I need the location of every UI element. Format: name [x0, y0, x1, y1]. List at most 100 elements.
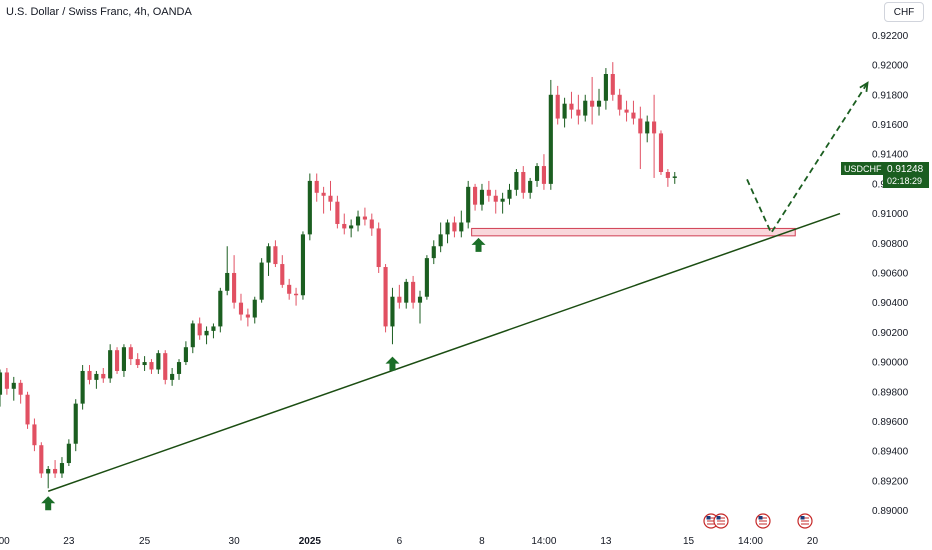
- candle-body: [376, 228, 381, 268]
- candle: [624, 100, 629, 122]
- candle-body: [631, 112, 636, 119]
- badge-price: 0.91248: [887, 164, 924, 175]
- candle: [87, 365, 92, 385]
- candle-body: [46, 468, 51, 474]
- candle-body: [342, 223, 347, 229]
- price-tick-label: 0.89400: [872, 447, 909, 458]
- price-tick-label: 0.90200: [872, 328, 909, 339]
- candle-body: [665, 172, 670, 178]
- candle-body: [183, 347, 188, 363]
- candle-body: [0, 372, 3, 395]
- event-canton: [716, 516, 721, 520]
- candle-body: [438, 234, 443, 247]
- candle: [390, 287, 395, 345]
- economic-events[interactable]: [703, 513, 813, 529]
- candle-body: [610, 74, 615, 95]
- candle: [197, 317, 202, 340]
- candle-body: [576, 109, 581, 116]
- candle: [645, 115, 650, 143]
- projection-path[interactable]: [746, 82, 869, 235]
- candle: [342, 213, 347, 235]
- candle-body: [624, 109, 629, 113]
- candle: [163, 350, 168, 385]
- candle: [479, 183, 485, 211]
- candle: [101, 368, 106, 383]
- us-flag-icon[interactable]: [797, 513, 813, 529]
- candle: [452, 216, 457, 238]
- candle-body: [307, 180, 312, 235]
- candle-body: [259, 262, 264, 300]
- candle: [73, 399, 78, 452]
- candle-body: [121, 347, 126, 371]
- candle: [569, 91, 574, 119]
- candle-body: [238, 302, 244, 315]
- us-flag-icon[interactable]: [755, 513, 771, 529]
- candle: [142, 356, 147, 371]
- candle-body: [114, 350, 120, 371]
- candle-body: [273, 246, 278, 265]
- candle-body: [390, 296, 395, 327]
- price-tick-label: 0.90400: [872, 298, 909, 309]
- candle-body: [170, 373, 175, 380]
- candle-body: [445, 222, 450, 235]
- candle-body: [11, 382, 16, 389]
- time-tick-label: 14:00: [738, 536, 763, 547]
- candle: [665, 169, 670, 187]
- up-arrow-icon: [41, 496, 56, 511]
- candle-body: [424, 258, 429, 297]
- candle-body: [25, 394, 30, 425]
- candle: [307, 173, 312, 241]
- price-tick-label: 0.90800: [872, 239, 909, 250]
- candle: [211, 323, 216, 339]
- candle: [362, 207, 367, 226]
- price-tick-label: 0.91800: [872, 90, 909, 101]
- candle: [176, 359, 182, 380]
- candle: [473, 183, 478, 211]
- candle: [583, 94, 588, 122]
- candle: [121, 344, 126, 377]
- price-axis[interactable]: 0.89000 0.89200 0.89400 0.89600 0.89800 0.900…: [872, 31, 909, 517]
- candle: [548, 79, 553, 190]
- currency-button[interactable]: CHF: [884, 2, 924, 22]
- candle: [204, 326, 209, 345]
- candle: [466, 180, 471, 229]
- candle-body: [562, 103, 567, 119]
- candle-body: [176, 362, 182, 374]
- trendline[interactable]: [47, 212, 841, 492]
- candle: [252, 296, 257, 324]
- time-tick-label: 30: [229, 536, 241, 547]
- candle-body: [128, 347, 133, 360]
- price-tick-label: 0.91000: [872, 209, 909, 220]
- price-tick-label: 0.89600: [872, 417, 909, 428]
- candle: [376, 222, 381, 273]
- time-axis[interactable]: 4:00 23 25 30 2025 6 8 14:00 13 15 14:00 20: [0, 536, 818, 547]
- candle-body: [486, 189, 491, 196]
- price-tick-label: 0.90600: [872, 268, 909, 279]
- candle: [25, 391, 30, 429]
- candle-body: [73, 403, 78, 444]
- time-tick-label: 20: [807, 536, 819, 547]
- price-tick-label: 0.91600: [872, 120, 909, 131]
- support-zone[interactable]: [471, 227, 796, 237]
- candle: [369, 213, 374, 236]
- candle: [355, 210, 361, 232]
- candle-body: [507, 189, 512, 199]
- candle-body: [411, 281, 416, 303]
- candle: [300, 231, 306, 300]
- time-tick-label: 4:00: [0, 536, 10, 547]
- candle-body: [294, 293, 299, 296]
- candle: [245, 308, 250, 327]
- candle: [108, 344, 113, 383]
- us-flag-icon[interactable]: [713, 513, 729, 529]
- drawings: [41, 81, 869, 511]
- candle: [314, 173, 319, 202]
- candle: [156, 350, 161, 374]
- candle: [273, 240, 278, 268]
- candle: [534, 163, 540, 187]
- candle-body: [4, 372, 9, 389]
- candle: [94, 370, 99, 389]
- candle: [459, 210, 464, 238]
- candle: [238, 293, 244, 321]
- candle: [576, 94, 581, 125]
